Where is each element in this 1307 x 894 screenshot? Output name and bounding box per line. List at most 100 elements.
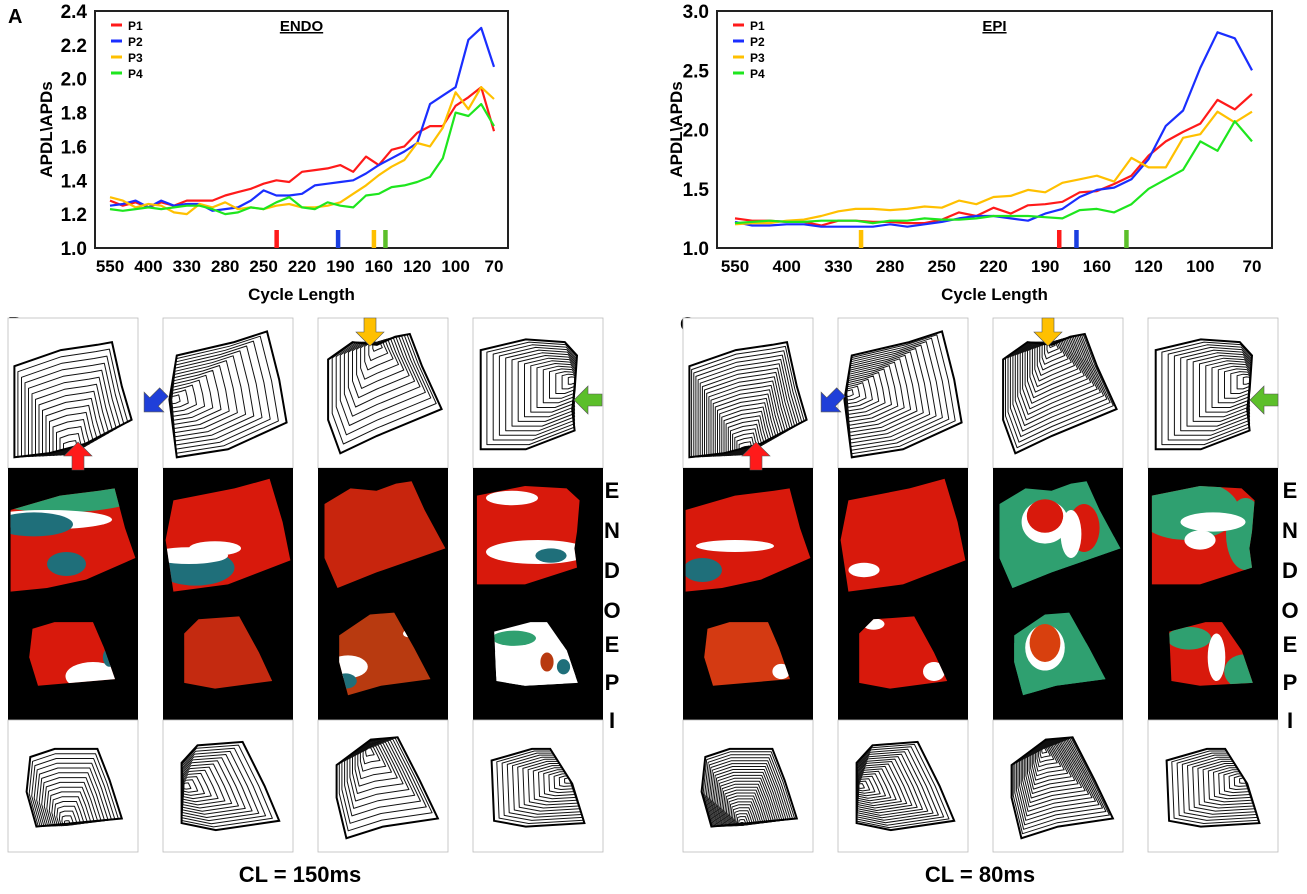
isochrone-line: [708, 763, 787, 827]
b-col4-epi-isochrone-map-outline: [490, 747, 586, 828]
isochrone-line: [31, 758, 116, 827]
isochrone-line: [729, 801, 760, 827]
legend-label-p4: P4: [750, 67, 765, 81]
series-line-p4: [734, 120, 1253, 225]
apd-region: [772, 663, 790, 680]
c-col2-endo-isochrone-map-outline: [843, 330, 963, 459]
apd-region: [486, 490, 538, 506]
apd-region: [1029, 624, 1061, 662]
activation-maps: [7, 317, 1279, 853]
apd-region: [535, 548, 567, 563]
isochrone-line: [858, 775, 881, 797]
threshold-marker-p2: [1074, 230, 1079, 248]
c-col2-epi-isochrone-map-isochrones: [856, 743, 950, 829]
c-epi-letter: E: [1282, 632, 1298, 657]
series-line-p4: [109, 102, 495, 216]
c-col2-endo-apd-map-regions: [848, 562, 880, 578]
isochrone-line: [43, 781, 99, 827]
apd-region: [47, 552, 86, 576]
isochrone-line: [704, 754, 794, 827]
apd-region: [1060, 510, 1082, 558]
b-col1-endo-isochrone-map-isochrones: [17, 348, 129, 458]
x-tick-label: 120: [1134, 257, 1162, 276]
isochrone-line: [182, 769, 219, 803]
epi-chart: 1.0 1.5 2.0 2.5 3.0 550 400 330 280 250 220 190 160 1…: [667, 2, 1273, 304]
isochrone-line: [722, 789, 768, 827]
isochrone-line: [716, 777, 777, 827]
b-col4-epi-isochrone-map-frame: [472, 719, 604, 853]
b-endo-letter: D: [604, 558, 620, 583]
c-col1-epi-isochrone-map-isochrones: [702, 751, 796, 828]
b-col4-epi-apd-map-regions: [494, 630, 578, 686]
threshold-marker-p3: [858, 230, 864, 248]
isochrone-line: [182, 766, 226, 806]
isochrone-line: [856, 743, 950, 829]
arrow-p2-icon: [143, 387, 169, 413]
apd-region: [540, 652, 554, 672]
isochrone-line: [857, 756, 923, 816]
isochrone-line: [730, 804, 758, 827]
c-endo-letter: D: [1282, 558, 1298, 583]
isochrone-line: [346, 740, 416, 809]
b-col2-epi-apd-map-tissue: [184, 616, 273, 689]
apd-region: [494, 639, 578, 686]
isochrone-line: [38, 772, 106, 827]
x-tick-label: 330: [824, 257, 852, 276]
x-tick-label: 70: [1243, 257, 1262, 276]
c-epi-letter: I: [1286, 708, 1294, 733]
isochrone-line: [727, 798, 762, 827]
threshold-marker-p2: [335, 230, 341, 248]
isochrone-line: [349, 741, 410, 802]
isochrone-line: [36, 767, 109, 827]
b-col2-epi-isochrone-map-isochrones: [181, 744, 273, 828]
isochrone-line: [705, 757, 791, 827]
legend-label-p4: P4: [128, 67, 143, 81]
isochrone-line: [735, 813, 751, 827]
isochrone-line: [46, 786, 95, 827]
c-col1-epi-isochrone-map-outline: [700, 747, 799, 828]
y-axis-label: APDL\APDs: [667, 81, 686, 177]
x-tick-label: 70: [485, 257, 504, 276]
apd-region: [848, 562, 880, 578]
arrow-p1-icon: [63, 441, 93, 471]
isochrone-line: [183, 782, 192, 790]
isochrone-line: [857, 765, 902, 807]
arrow-p3-icon: [355, 317, 385, 347]
c-col2-epi-isochrone-map-frame: [837, 719, 969, 853]
chart-title: EPI: [982, 18, 1006, 35]
isochrone-line: [51, 796, 88, 827]
isochrone-line: [181, 747, 267, 825]
threshold-marker-p1: [274, 230, 279, 248]
isochrone-line: [856, 746, 945, 826]
x-tick-label: 100: [441, 257, 469, 276]
legend-label-p1: P1: [128, 19, 143, 33]
c-col2-endo-apd-map-tissue: [840, 478, 966, 592]
apd-region: [1026, 499, 1064, 533]
b-col2-endo-apd-map-regions: [165, 541, 241, 586]
legend-label-p3: P3: [128, 51, 143, 65]
apd-region: [494, 630, 536, 646]
x-tick-label: 220: [979, 257, 1007, 276]
isochrone-line: [354, 743, 398, 787]
isochrone-line: [28, 753, 119, 827]
isochrone-line: [733, 810, 753, 827]
isochrone-line: [715, 774, 779, 827]
b-col1-epi-isochrone-map-isochrones: [28, 753, 119, 827]
isochrone-line: [341, 738, 427, 824]
b-col1-endo-isochrone-map-frame: [7, 317, 139, 469]
threshold-marker-p4: [383, 230, 388, 248]
isochrone-line: [362, 746, 381, 765]
arrow-p4-icon: [573, 385, 603, 415]
y-tick-label: 3.0: [683, 2, 709, 23]
arrow-p3-icon: [1033, 317, 1063, 347]
isochrone-line: [724, 792, 766, 827]
plot-frame: [716, 10, 1273, 249]
c-endo-letter: N: [1282, 518, 1298, 543]
c-col2-epi-isochrone-map-outline: [855, 740, 956, 832]
y-tick-label: 1.8: [61, 104, 87, 125]
c-col4-endo-isochrone-map-outline: [1154, 338, 1254, 451]
y-tick-label: 2.2: [61, 36, 87, 57]
b-col4-endo-isochrone-map-outline: [479, 338, 579, 451]
b-endo-letter: E: [604, 478, 620, 503]
